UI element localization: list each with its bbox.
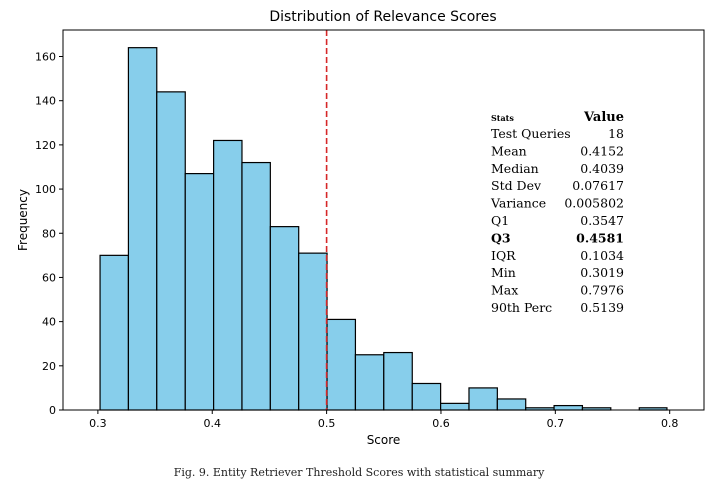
stats-row-value: 0.5139 bbox=[580, 300, 624, 315]
stats-row-label: Min bbox=[491, 265, 516, 280]
histogram-bar bbox=[99, 254, 130, 411]
stats-row-label: IQR bbox=[491, 248, 516, 263]
stats-row-label: Std Dev bbox=[491, 178, 542, 193]
stats-row-value: 0.4039 bbox=[580, 161, 624, 176]
stats-row-value: 0.07617 bbox=[572, 178, 624, 193]
stats-row-label: Mean bbox=[491, 143, 527, 158]
histogram-bar bbox=[354, 354, 385, 411]
stats-row-value: 18 bbox=[608, 126, 624, 141]
histogram-bar bbox=[184, 173, 215, 411]
plot-frame bbox=[62, 29, 705, 411]
histogram-bar bbox=[440, 402, 470, 411]
histogram-bar bbox=[553, 404, 584, 411]
x-axis-ticks: 0.3 0.4 0.5 0.6 0.7 0.8 bbox=[89, 410, 678, 430]
y-tick-label: 100 bbox=[35, 183, 56, 196]
stats-row-label: Q1 bbox=[491, 213, 509, 228]
y-tick-label: 60 bbox=[42, 271, 56, 284]
bars-group bbox=[99, 47, 668, 411]
stats-header-label: Stats bbox=[491, 113, 514, 123]
histogram-bar bbox=[156, 91, 186, 411]
x-tick-label: 0.3 bbox=[89, 417, 107, 430]
stats-row-value: 0.4152 bbox=[580, 143, 624, 158]
stats-row-value: 0.7976 bbox=[580, 283, 624, 298]
y-tick-label: 140 bbox=[35, 95, 56, 108]
chart-title: Distribution of Relevance Scores bbox=[269, 9, 496, 25]
histogram-bar bbox=[213, 139, 243, 411]
y-axis-label: Frequency bbox=[16, 189, 30, 251]
stats-row-value: 0.3547 bbox=[580, 213, 624, 228]
y-tick-label: 160 bbox=[35, 51, 56, 64]
y-tick-label: 20 bbox=[42, 360, 56, 373]
x-tick-label: 0.6 bbox=[432, 417, 450, 430]
y-axis-ticks: 0 20 40 60 80 100 120 140 160 bbox=[35, 51, 63, 417]
stats-row-label: Max bbox=[491, 283, 518, 298]
stats-row-label: Test Queries bbox=[491, 126, 571, 141]
stats-row-value: 0.4581 bbox=[576, 230, 624, 245]
histogram-bar bbox=[326, 318, 357, 411]
x-tick-label: 0.8 bbox=[661, 417, 679, 430]
histogram-bar bbox=[298, 252, 328, 411]
stats-row-value: 0.3019 bbox=[580, 265, 624, 280]
histogram-bar bbox=[383, 351, 413, 411]
histogram-bar bbox=[496, 398, 527, 411]
histogram-bar bbox=[241, 161, 271, 411]
y-tick-label: 80 bbox=[42, 227, 56, 240]
histogram-bar bbox=[468, 387, 498, 411]
figure-caption: Fig. 9. Entity Retriever Threshold Score… bbox=[173, 466, 545, 479]
stats-row-label: Q3 bbox=[491, 230, 511, 245]
x-tick-label: 0.5 bbox=[318, 417, 336, 430]
histogram-bar bbox=[127, 47, 158, 411]
stats-row-label: Median bbox=[491, 161, 539, 176]
histogram-bar bbox=[269, 226, 300, 411]
stats-row-value: 0.1034 bbox=[580, 248, 624, 263]
stats-table: Stats Value Test Queries 18 Mean 0.4152 Medi… bbox=[490, 110, 624, 315]
histogram-chart: Distribution of Relevance Scores 0.3 0.4 0… bbox=[16, 9, 705, 447]
x-tick-label: 0.4 bbox=[203, 417, 221, 430]
y-tick-label: 0 bbox=[49, 404, 56, 417]
histogram-bar bbox=[411, 382, 442, 411]
stats-row-value: 0.005802 bbox=[564, 196, 624, 211]
y-tick-label: 40 bbox=[42, 316, 56, 329]
stats-row-label: Variance bbox=[490, 196, 546, 211]
x-tick-label: 0.7 bbox=[547, 417, 565, 430]
stats-row-label: 90th Perc bbox=[491, 300, 552, 315]
x-axis-label: Score bbox=[367, 433, 401, 447]
stats-header-value: Value bbox=[583, 110, 624, 125]
y-tick-label: 120 bbox=[35, 139, 56, 152]
